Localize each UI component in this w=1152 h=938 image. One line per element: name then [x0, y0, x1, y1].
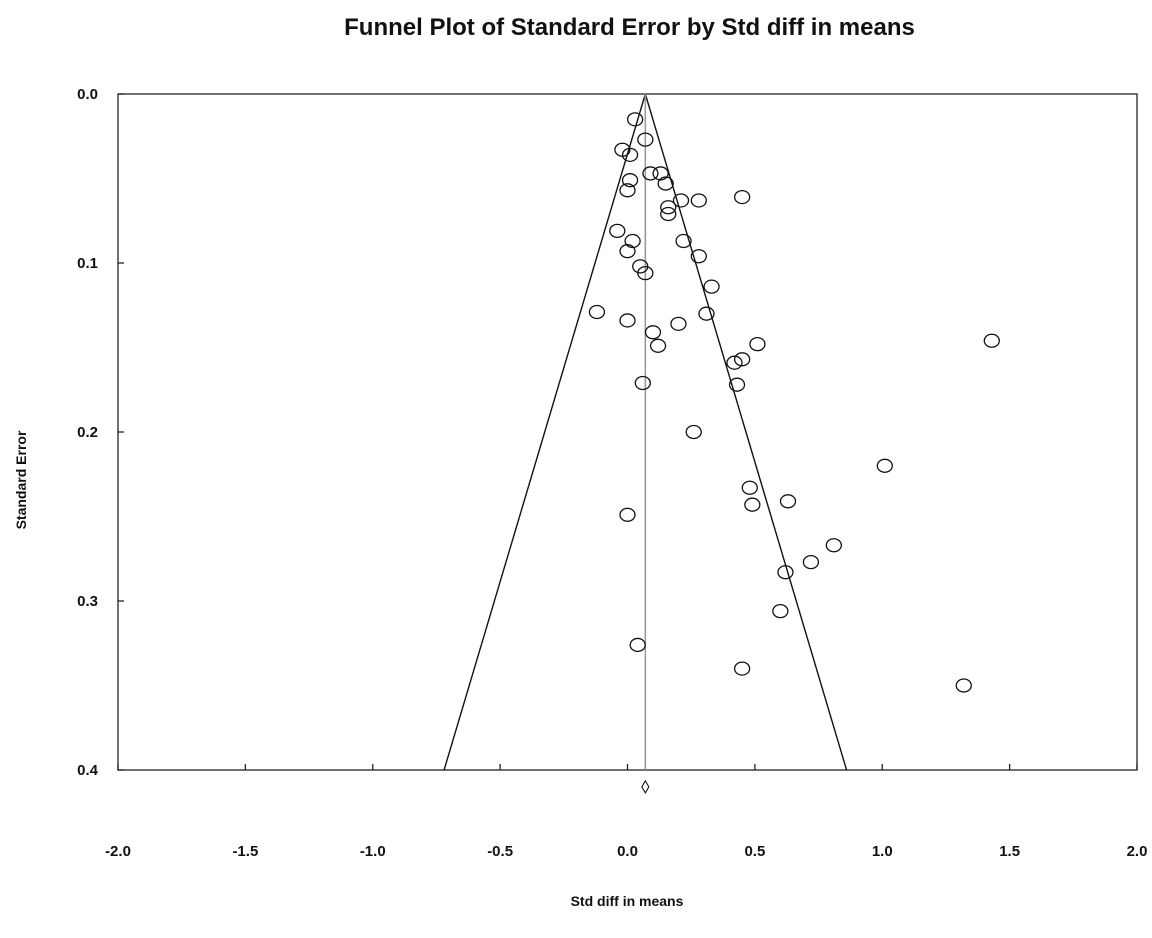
study-point: [619, 313, 636, 328]
study-point: [624, 233, 641, 249]
study-point: [619, 507, 636, 522]
study-point: [634, 375, 651, 391]
study-point: [588, 304, 606, 320]
study-point: [670, 316, 687, 331]
axis-ticks: [117, 93, 1138, 771]
study-point: [621, 173, 639, 188]
y-tick-label: 0.0: [77, 86, 98, 103]
x-tick-label: 1.5: [999, 843, 1020, 860]
x-tick-label: 0.0: [617, 843, 638, 860]
x-tick-label: -1.0: [360, 843, 386, 860]
tick-labels: -2.0 -1.5 -1.0 -0.5 0.0 0.5 1.0 1.5 2.0 0.0 0.1 0.2…: [77, 86, 1147, 860]
x-tick-label: 1.0: [872, 843, 893, 860]
study-point: [690, 193, 707, 208]
x-tick-label: -2.0: [105, 843, 131, 860]
study-point: [698, 306, 715, 321]
study-point: [649, 338, 667, 353]
study-point: [733, 352, 751, 367]
study-point: [637, 132, 654, 147]
study-point: [672, 193, 690, 208]
y-tick-label: 0.3: [77, 593, 98, 610]
study-point: [703, 279, 720, 294]
study-point: [609, 223, 626, 239]
study-point: [657, 176, 674, 191]
study-point: [728, 377, 746, 392]
study-point: [642, 166, 659, 181]
study-point: [733, 661, 751, 676]
study-point: [876, 458, 893, 473]
study-point: [825, 538, 842, 553]
study-point: [685, 424, 702, 440]
x-tick-label: 0.5: [744, 843, 765, 860]
study-point: [733, 189, 751, 205]
study-point: [626, 112, 644, 127]
study-point: [726, 355, 743, 370]
x-tick-label: -1.5: [232, 843, 258, 860]
study-point: [675, 233, 692, 249]
study-point: [690, 249, 707, 264]
y-tick-label: 0.1: [77, 255, 98, 272]
study-point: [621, 147, 639, 162]
study-point: [652, 166, 669, 181]
study-point: [629, 637, 646, 653]
plot-area-frame: [117, 93, 1138, 771]
x-tick-label: -0.5: [487, 843, 513, 860]
study-point: [637, 265, 654, 281]
study-point: [779, 494, 797, 509]
funnel-left-line: [443, 93, 647, 771]
study-point: [619, 244, 636, 259]
funnel-lines: [443, 93, 848, 794]
study-point: [777, 565, 794, 580]
study-point: [802, 554, 820, 570]
study-point: [741, 480, 758, 495]
study-point: [619, 183, 636, 198]
y-axis-label: Standard Error: [13, 430, 29, 529]
study-point: [749, 336, 766, 352]
study-point: [744, 497, 761, 512]
study-point: [955, 678, 972, 693]
study-point: [644, 325, 662, 340]
study-point: [983, 333, 1000, 348]
study-point: [660, 200, 677, 215]
summary-diamond: [641, 779, 650, 794]
study-points: [588, 112, 1000, 693]
y-tick-label: 0.2: [77, 424, 98, 441]
chart-title: Funnel Plot of Standard Error by Std dif…: [344, 14, 915, 41]
y-tick-label: 0.4: [77, 762, 99, 779]
x-axis-label: Std diff in means: [571, 893, 684, 909]
study-point: [660, 206, 677, 222]
x-tick-label: 2.0: [1127, 843, 1148, 860]
study-point: [772, 603, 789, 619]
